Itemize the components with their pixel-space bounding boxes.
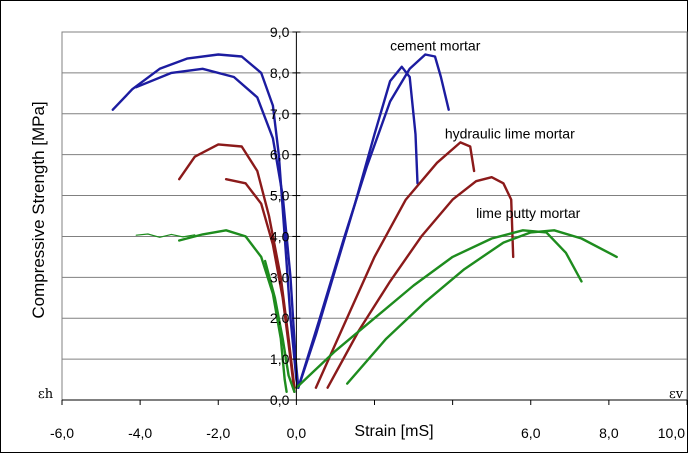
series-line-cement-0 bbox=[111, 53, 300, 389]
y-tick-label: 8,0 bbox=[270, 65, 290, 81]
series-annotation: hydraulic lime mortar bbox=[445, 125, 575, 141]
y-tick-label: 9,0 bbox=[270, 24, 290, 40]
series-line-cement-2 bbox=[297, 65, 419, 389]
series-line-hydraulic-6 bbox=[314, 141, 476, 389]
x-label-background bbox=[325, 414, 463, 442]
x-tick-label: 8,0 bbox=[599, 425, 619, 441]
x-axis-label: Strain [mS] bbox=[354, 423, 433, 440]
series-line-putty-9 bbox=[135, 233, 196, 238]
y-tick-label: 4,0 bbox=[270, 228, 290, 244]
axes-group bbox=[61, 31, 688, 405]
series-line-putty-8 bbox=[178, 229, 288, 393]
annotations-group: cement mortar hydraulic lime mortar lime p… bbox=[390, 37, 581, 221]
series-group bbox=[111, 53, 618, 393]
epsilon-v-label: εv bbox=[669, 387, 684, 402]
x-tick-label: -4,0 bbox=[128, 425, 152, 441]
plot-area-border bbox=[61, 31, 688, 401]
epsilon-h-label: εh bbox=[38, 387, 54, 402]
y-tick-label: 3,0 bbox=[270, 269, 290, 285]
series-line-putty-12 bbox=[346, 229, 618, 385]
series-annotation: cement mortar bbox=[390, 37, 481, 53]
x-tick-label: 10,0 bbox=[658, 425, 685, 441]
grid-lines bbox=[62, 31, 687, 360]
x-tick-label: 0,0 bbox=[287, 425, 307, 441]
series-line-putty-10 bbox=[263, 259, 296, 393]
series-line-hydraulic-5 bbox=[224, 178, 296, 393]
y-tick-label: 0,0 bbox=[270, 392, 290, 408]
series-line-putty-11 bbox=[295, 229, 583, 389]
x-tick-label: -2,0 bbox=[206, 425, 230, 441]
y-axis-label: Compressive Strength [MPa] bbox=[29, 101, 48, 318]
series-line-hydraulic-7 bbox=[326, 176, 515, 389]
y-tick-labels: 0,0 1,0 2,0 3,0 4,0 5,0 6,0 7,0 8,0 9,0 bbox=[270, 24, 290, 408]
series-line-cement-3 bbox=[297, 53, 450, 389]
y-tick-label: 5,0 bbox=[270, 188, 290, 204]
x-tick-label: -6,0 bbox=[50, 425, 74, 441]
x-tick-label: 6,0 bbox=[521, 425, 541, 441]
x-tick-labels: -6,0-4,0-2,00,02,04,06,08,010,0 bbox=[50, 425, 685, 441]
y-tick-label: 6,0 bbox=[270, 147, 290, 163]
y-tick-label: 2,0 bbox=[270, 310, 290, 326]
y-tick-label: 7,0 bbox=[270, 106, 290, 122]
y-tick-label: 1,0 bbox=[270, 351, 290, 367]
series-annotation: lime putty mortar bbox=[476, 205, 581, 221]
